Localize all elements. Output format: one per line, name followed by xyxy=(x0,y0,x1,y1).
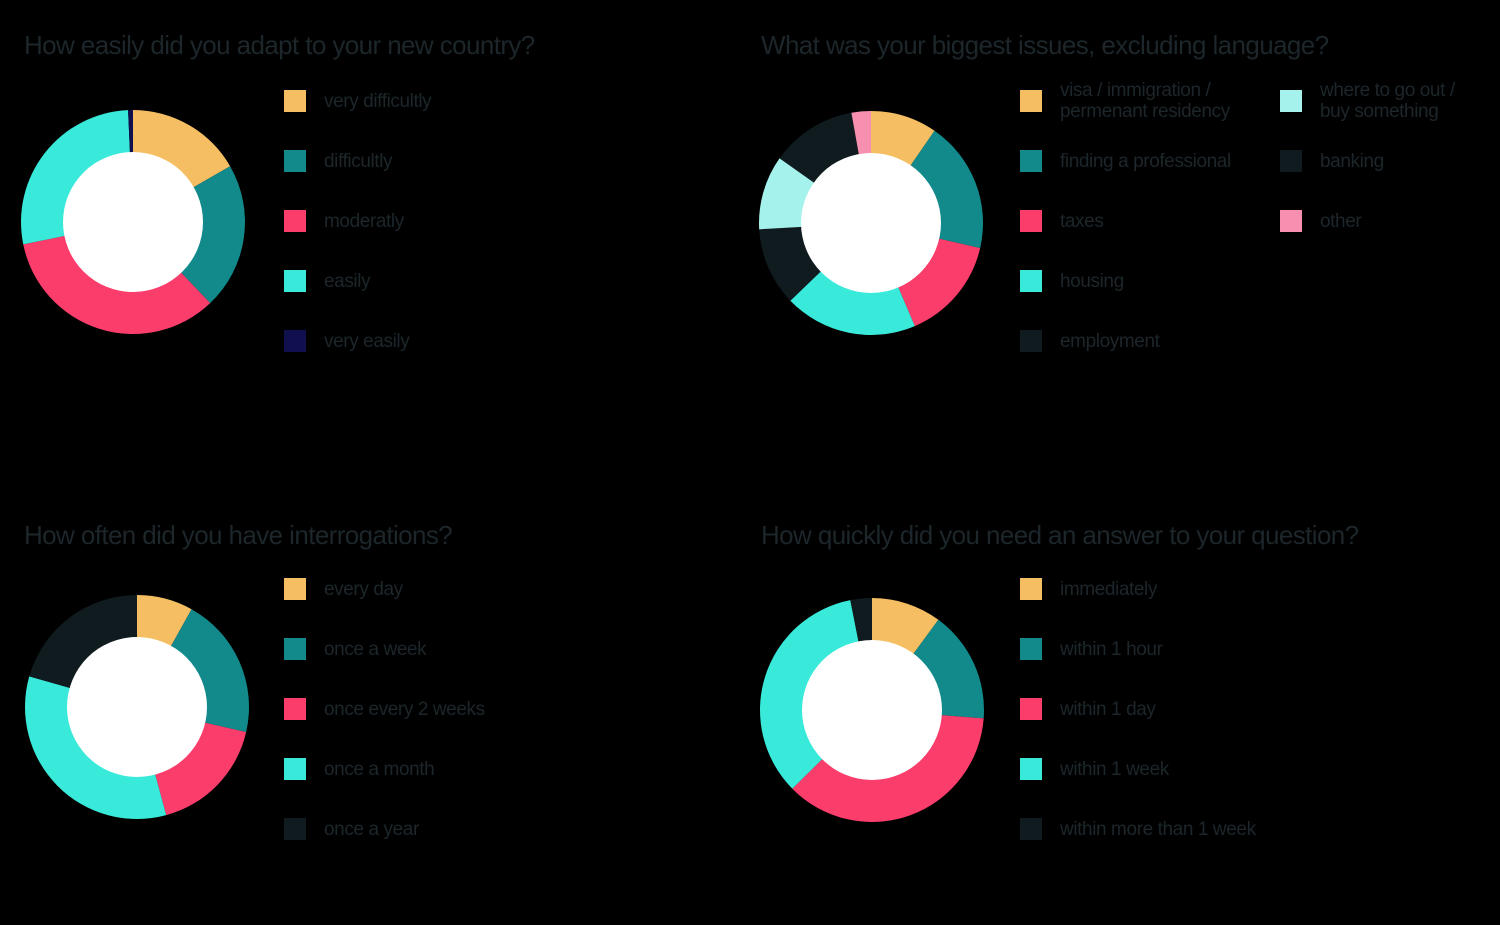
legend-swatch xyxy=(284,578,306,600)
legend-swatch xyxy=(1280,150,1302,172)
legend-swatch xyxy=(284,90,306,112)
legend-item-difficultly: difficultly xyxy=(284,150,431,172)
legend-label: once a month xyxy=(324,758,435,780)
legend-item-very-difficultly: very difficultly xyxy=(284,90,432,112)
legend-swatch xyxy=(1020,150,1042,172)
legend: immediately within 1 hour within 1 day with… xyxy=(1020,578,1256,840)
legend-label: easily xyxy=(324,270,371,292)
legend-label: housing xyxy=(1060,270,1124,292)
donut-chart-interrogations xyxy=(24,595,249,819)
legend-label: within 1 hour xyxy=(1060,638,1163,660)
legend-swatch xyxy=(1020,330,1042,352)
legend: every day once a week once every 2 weeks on… xyxy=(284,578,485,840)
legend-swatch xyxy=(284,818,306,840)
legend-item-finding-a-professional: finding a professional xyxy=(1020,150,1231,172)
legend-item-easily: easily xyxy=(284,270,431,292)
legend-swatch xyxy=(1020,638,1042,660)
donut-hole xyxy=(67,637,207,777)
legend-label: where to go out / buy something xyxy=(1320,80,1455,122)
legend-label: banking xyxy=(1320,150,1384,172)
legend-label: once a week xyxy=(324,638,427,660)
legend-label: other xyxy=(1320,210,1362,232)
legend-label: once every 2 weeks xyxy=(324,698,485,720)
legend-item-within-1-week: within 1 week xyxy=(1020,758,1256,780)
legend-label: finding a professional xyxy=(1060,150,1231,172)
legend-swatch xyxy=(284,150,306,172)
chart-title: How often did you have interrogations? xyxy=(24,519,453,550)
legend-item-moderatly: moderatly xyxy=(284,210,431,232)
legend-item-once-a-week: once a week xyxy=(284,638,485,660)
legend-swatch xyxy=(284,210,306,232)
donut-chart-adaptation xyxy=(21,110,245,334)
legend-item-immediately: immediately xyxy=(1020,578,1256,600)
legend-item-within-1-day: within 1 day xyxy=(1020,698,1256,720)
legend-swatch xyxy=(1020,210,1042,232)
legend-item-once-a-month: once a month xyxy=(284,758,485,780)
legend-swatch xyxy=(1020,578,1042,600)
legend-swatch xyxy=(284,758,306,780)
legend-swatch xyxy=(284,638,306,660)
donut-hole xyxy=(802,640,942,780)
legend-item-within-more-than-1-week: within more than 1 week xyxy=(1020,818,1256,840)
donut-chart-biggest-issues xyxy=(759,111,983,335)
legend-swatch xyxy=(284,270,306,292)
legend-item-visa-immigration-permenant-residency: visa / immigration / permenant residency xyxy=(1020,80,1231,122)
donut-chart-answer-speed xyxy=(760,598,984,822)
legend-label: taxes xyxy=(1060,210,1104,232)
legend-item-banking: banking xyxy=(1280,150,1455,172)
legend-swatch xyxy=(1280,210,1302,232)
legend-label: very difficultly xyxy=(324,90,432,112)
legend-column-1: visa / immigration / permenant residency… xyxy=(1020,80,1231,352)
legend-label: once a year xyxy=(324,818,419,840)
donut-hole xyxy=(63,152,203,292)
legend-item-very-easily: very easily xyxy=(284,330,431,352)
legend-label: within more than 1 week xyxy=(1060,818,1256,840)
legend-label: difficultly xyxy=(324,150,393,172)
legend-label: immediately xyxy=(1060,578,1157,600)
legend-swatch xyxy=(1020,90,1042,112)
legend-swatch xyxy=(284,698,306,720)
legend-item-once-every-2-weeks: once every 2 weeks xyxy=(284,698,485,720)
legend-item-every-day: every day xyxy=(284,578,485,600)
chart-title: What was your biggest issues, excluding … xyxy=(761,29,1329,60)
legend-label: every day xyxy=(324,578,403,600)
legend-swatch xyxy=(1020,818,1042,840)
legend-item-where-to-go-out-buy-something: where to go out / buy something xyxy=(1280,80,1455,122)
legend-label: moderatly xyxy=(324,210,404,232)
legend-label: very easily xyxy=(324,330,410,352)
legend-swatch xyxy=(1280,90,1302,112)
legend-swatch xyxy=(1020,698,1042,720)
legend-swatch xyxy=(284,330,306,352)
legend-label: within 1 week xyxy=(1060,758,1169,780)
donut-hole xyxy=(801,153,941,293)
legend-item-once-a-year: once a year xyxy=(284,818,485,840)
legend-label: visa / immigration / permenant residency xyxy=(1060,80,1230,122)
legend-column-2: where to go out / buy something banking ot… xyxy=(1280,80,1455,232)
chart-title: How quickly did you need an answer to yo… xyxy=(761,519,1359,550)
legend-item-employment: employment xyxy=(1020,330,1231,352)
legend-label: employment xyxy=(1060,330,1160,352)
legend-item-housing: housing xyxy=(1020,270,1231,292)
legend-item-taxes: taxes xyxy=(1020,210,1231,232)
legend-item-within-1-hour: within 1 hour xyxy=(1020,638,1256,660)
chart-title: How easily did you adapt to your new cou… xyxy=(24,29,535,60)
legend-label: within 1 day xyxy=(1060,698,1156,720)
legend-item-other: other xyxy=(1280,210,1455,232)
legend-swatch xyxy=(1020,758,1042,780)
legend: very difficultly difficultly moderatly easi… xyxy=(284,90,432,352)
legend-swatch xyxy=(1020,270,1042,292)
